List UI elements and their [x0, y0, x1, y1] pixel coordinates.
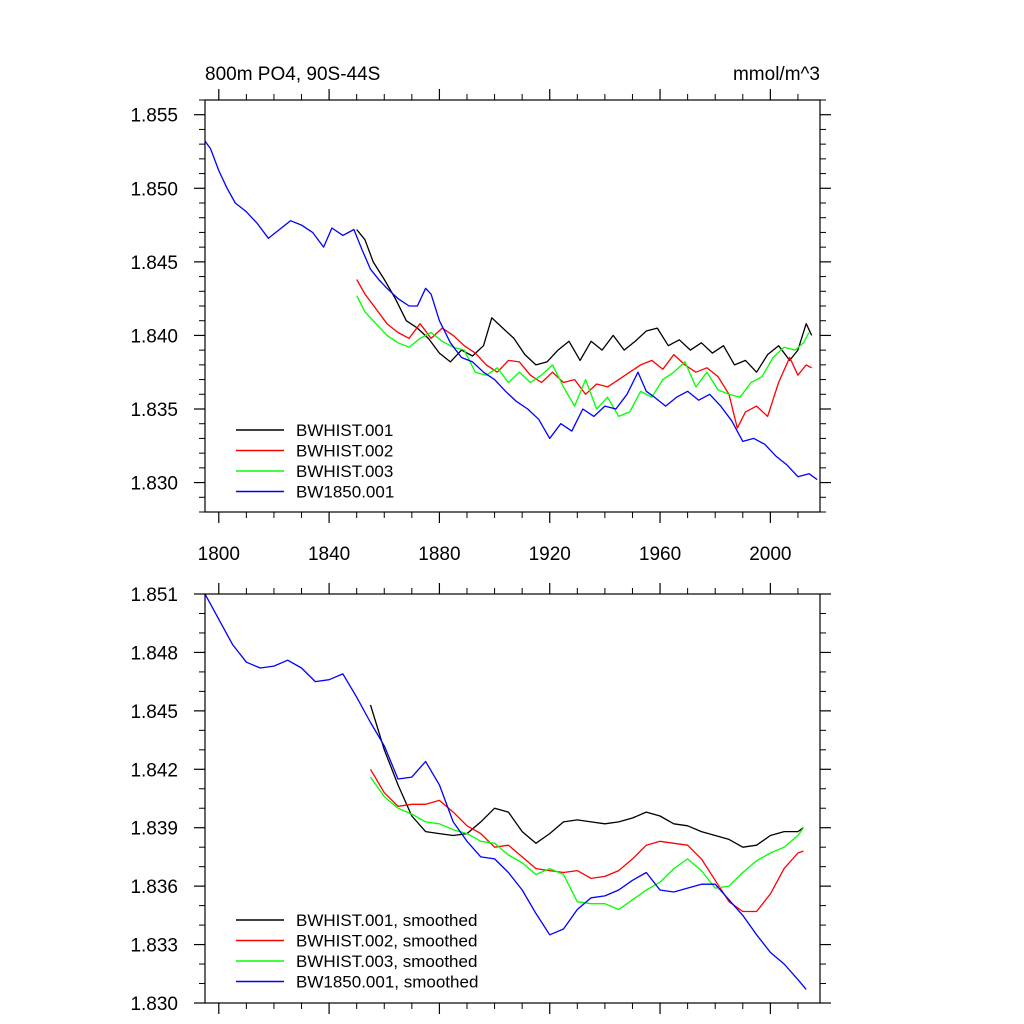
y-tick-label: 1.845 — [130, 702, 178, 723]
y-tick-label: 1.845 — [130, 253, 178, 274]
series-line-bw1850-001-smoothed — [205, 594, 807, 990]
y-tick-label: 1.855 — [130, 106, 178, 127]
panel-top: 1800 1840 1880 1920 1960 2000 1.830 1.835 1.840 1… — [130, 64, 831, 565]
series-line-bwhist-002 — [356, 279, 813, 429]
y-tick-label: 1.839 — [130, 819, 178, 840]
x-tick-label: 1960 — [639, 544, 681, 565]
series-line-bwhist-003 — [356, 295, 810, 418]
x-tick-label: 1880 — [418, 544, 460, 565]
legend-label: BW1850.001, smoothed — [296, 973, 478, 992]
y-tick-label: 1.833 — [130, 936, 178, 957]
y-tick-label: 1.840 — [130, 326, 178, 347]
y-tick-label: 1.830 — [130, 474, 178, 495]
y-tick-label: 1.851 — [130, 585, 178, 606]
series-group — [205, 594, 807, 990]
chart-title: 800m PO4, 90S-44S — [205, 64, 380, 85]
legend-label: BWHIST.003, smoothed — [296, 952, 477, 971]
panel-bottom: 1.830 1.833 1.836 1.839 1.842 1.845 1.848 1.851… — [130, 583, 831, 1015]
legend-label: BWHIST.001, smoothed — [296, 911, 477, 930]
plot-frame — [204, 593, 821, 1004]
series-line-bwhist-001 — [356, 229, 813, 373]
y-tick-label: 1.830 — [130, 994, 178, 1015]
series-line-bwhist-003-smoothed — [369, 776, 805, 911]
y-tick-label: 1.848 — [130, 643, 178, 664]
x-tick-label: 2000 — [749, 544, 791, 565]
series-line-bwhist-001-smoothed — [369, 704, 804, 848]
legend-label: BWHIST.003 — [296, 462, 393, 481]
units-label: mmol/m^3 — [733, 64, 820, 85]
legend-label: BWHIST.001 — [296, 421, 393, 440]
legend-label: BWHIST.002 — [296, 442, 393, 461]
x-tick-label: 1920 — [529, 544, 571, 565]
series-line-bw1850-001 — [205, 140, 818, 481]
legend: BWHIST.001, smoothed BWHIST.002, smoothed… — [236, 911, 478, 992]
y-tick-label: 1.842 — [130, 760, 178, 781]
y-tick-label: 1.835 — [130, 400, 178, 421]
legend-label: BW1850.001 — [296, 483, 394, 502]
x-tick-label: 1840 — [308, 544, 350, 565]
legend-label: BWHIST.002, smoothed — [296, 932, 477, 951]
y-tick-label: 1.850 — [130, 179, 178, 200]
series-group — [205, 140, 818, 481]
y-tick-label: 1.836 — [130, 877, 178, 898]
series-line-bwhist-002-smoothed — [369, 768, 804, 913]
x-tick-label: 1800 — [198, 544, 240, 565]
